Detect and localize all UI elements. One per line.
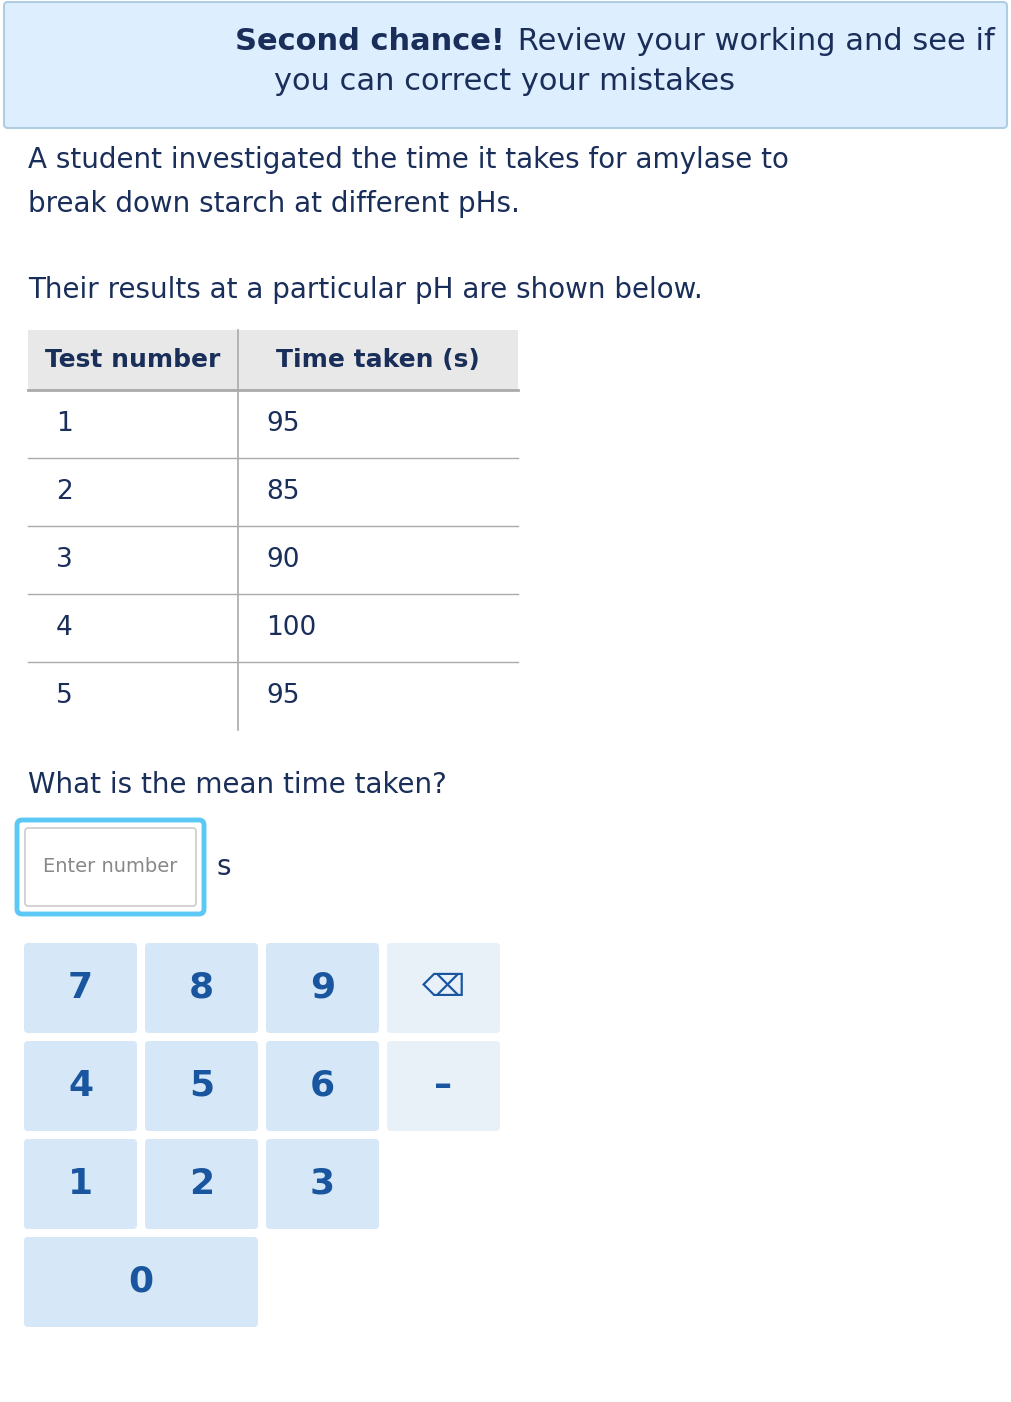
FancyBboxPatch shape: [387, 944, 500, 1033]
FancyBboxPatch shape: [28, 329, 518, 390]
Text: 90: 90: [266, 547, 299, 573]
Text: 9: 9: [310, 972, 335, 1005]
Text: 100: 100: [266, 615, 316, 641]
Text: ⌫: ⌫: [422, 973, 465, 1002]
Text: 4: 4: [68, 1068, 93, 1103]
Text: –: –: [435, 1068, 453, 1103]
Text: 3: 3: [56, 547, 73, 573]
FancyBboxPatch shape: [266, 1042, 379, 1131]
Text: 8: 8: [189, 972, 214, 1005]
Text: 1: 1: [68, 1166, 93, 1202]
FancyBboxPatch shape: [4, 1, 1007, 128]
FancyBboxPatch shape: [17, 820, 204, 914]
Text: A student investigated the time it takes for amylase to: A student investigated the time it takes…: [28, 146, 789, 174]
Text: s: s: [217, 852, 232, 880]
Text: 95: 95: [266, 411, 299, 437]
Text: 6: 6: [310, 1068, 335, 1103]
FancyBboxPatch shape: [24, 1042, 137, 1131]
Text: What is the mean time taken?: What is the mean time taken?: [28, 771, 447, 799]
FancyBboxPatch shape: [24, 944, 137, 1033]
Text: break down starch at different pHs.: break down starch at different pHs.: [28, 191, 520, 217]
Text: 2: 2: [56, 479, 73, 505]
FancyBboxPatch shape: [145, 944, 258, 1033]
Text: Second chance!: Second chance!: [236, 28, 506, 56]
Text: Review your working and see if: Review your working and see if: [508, 28, 995, 56]
Text: you can correct your mistakes: you can correct your mistakes: [275, 67, 735, 97]
FancyBboxPatch shape: [387, 1042, 500, 1131]
FancyBboxPatch shape: [266, 944, 379, 1033]
Text: 5: 5: [56, 683, 73, 709]
Text: Test number: Test number: [45, 348, 220, 372]
Text: 2: 2: [189, 1166, 214, 1202]
FancyBboxPatch shape: [24, 1138, 137, 1230]
Text: 0: 0: [128, 1265, 154, 1300]
Text: 85: 85: [266, 479, 299, 505]
Text: 7: 7: [68, 972, 93, 1005]
FancyBboxPatch shape: [25, 829, 196, 906]
Text: Time taken (s): Time taken (s): [276, 348, 480, 372]
Text: 5: 5: [189, 1068, 214, 1103]
FancyBboxPatch shape: [145, 1138, 258, 1230]
Text: 1: 1: [56, 411, 73, 437]
Text: 3: 3: [310, 1166, 335, 1202]
FancyBboxPatch shape: [266, 1138, 379, 1230]
FancyBboxPatch shape: [145, 1042, 258, 1131]
Text: Enter number: Enter number: [43, 858, 178, 876]
Text: Their results at a particular pH are shown below.: Their results at a particular pH are sho…: [28, 276, 703, 304]
Text: 95: 95: [266, 683, 299, 709]
FancyBboxPatch shape: [24, 1237, 258, 1328]
Text: 4: 4: [56, 615, 73, 641]
